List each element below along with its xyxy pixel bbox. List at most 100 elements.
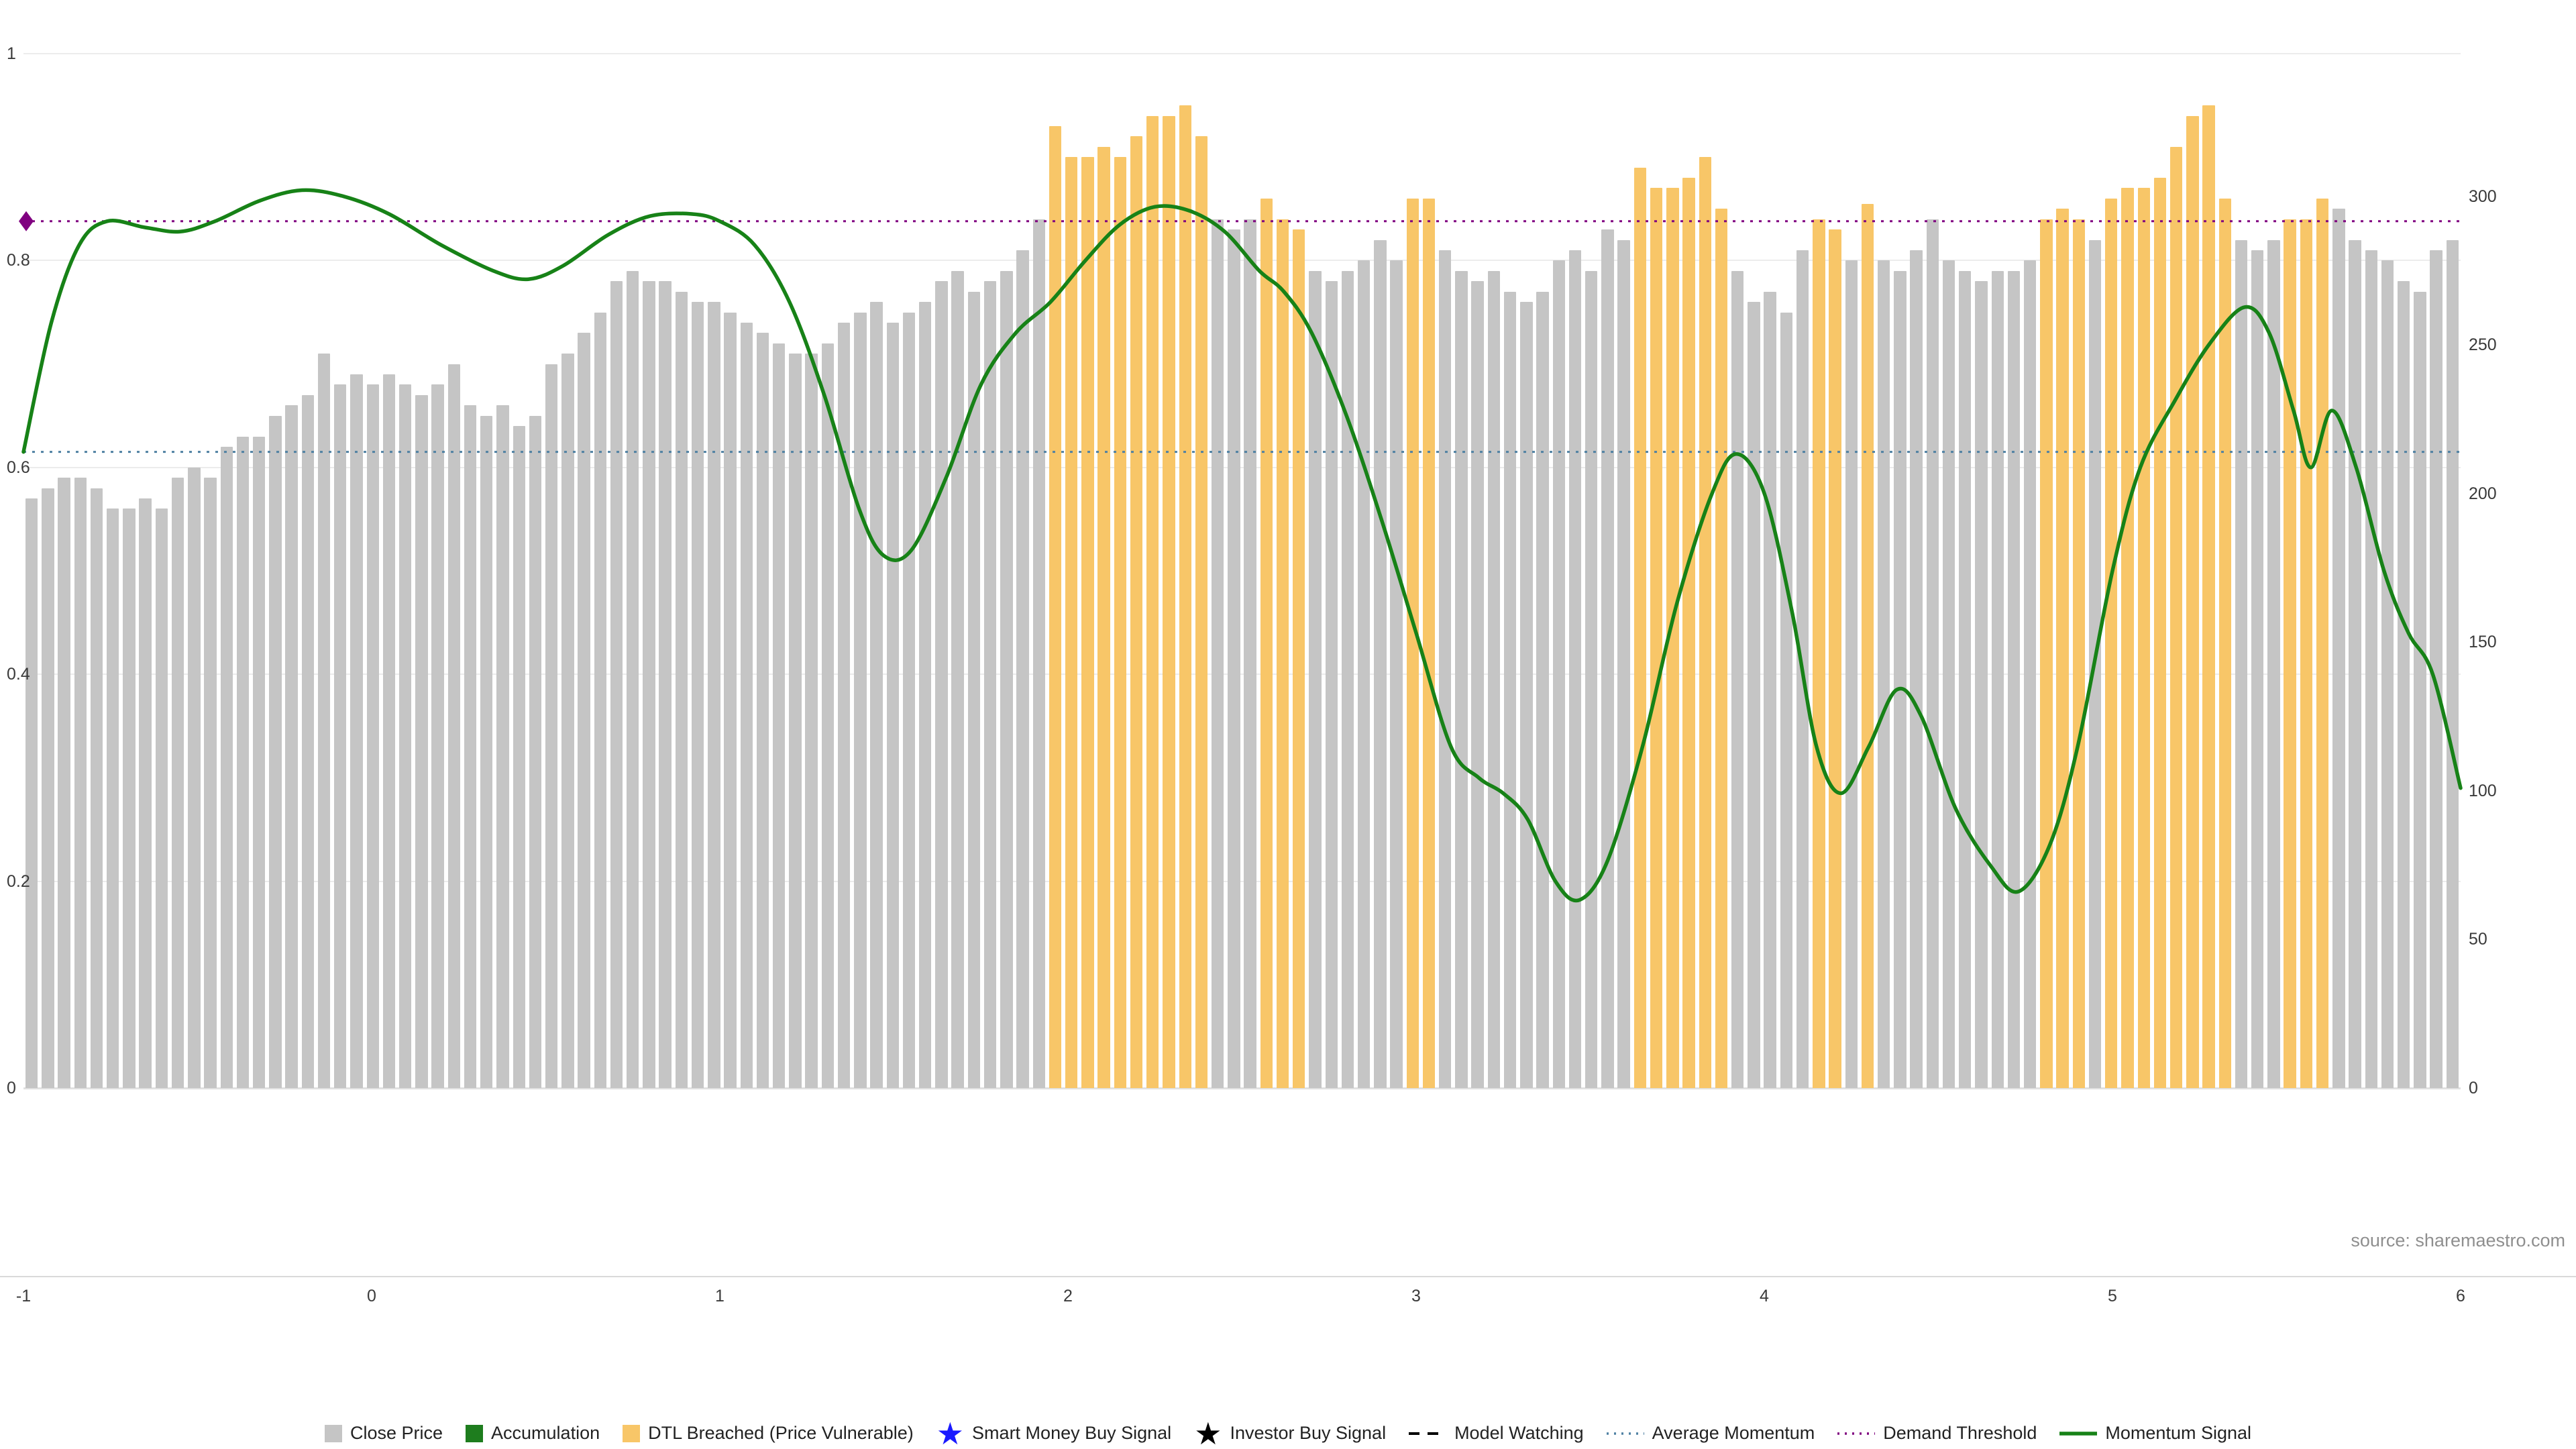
bar-dtl-breached: [1195, 136, 1208, 1088]
bar-close-price: [545, 364, 558, 1088]
x-axis-tick: 2: [1063, 1287, 1073, 1305]
x-axis-tick: 4: [1760, 1287, 1769, 1305]
bar-close-price: [1439, 250, 1452, 1088]
bar-dtl-breached: [1293, 229, 1305, 1088]
legend-item-model-watching[interactable]: Model Watching: [1409, 1423, 1584, 1444]
bar-close-price: [967, 291, 981, 1088]
bar-close-price: [285, 405, 298, 1088]
bar-close-price: [1244, 219, 1256, 1088]
bar-close-price: [756, 333, 769, 1088]
bar-close-price: [204, 478, 217, 1088]
bar-close-price: [1520, 302, 1533, 1088]
bar-dtl-breached: [1633, 167, 1647, 1088]
bar-close-price: [431, 384, 444, 1088]
bar-close-price: [708, 302, 720, 1088]
legend-swatch-dotted-line: [1837, 1432, 1876, 1435]
bar-dtl-breached: [1130, 136, 1143, 1088]
bar-dtl-breached: [1406, 198, 1419, 1088]
x-axis-tick: 6: [2456, 1287, 2465, 1305]
legend: Close Price Accumulation DTL Breached (Pri…: [0, 1415, 2576, 1449]
bar-close-price: [1536, 291, 1549, 1088]
gridline: [23, 880, 2461, 882]
bar-close-price: [643, 281, 655, 1088]
bar-close-price: [398, 384, 412, 1088]
bar-close-price: [659, 281, 672, 1088]
legend-item-close-price[interactable]: Close Price: [324, 1423, 443, 1444]
legend-item-investor-buy-signal[interactable]: ★ Investor Buy Signal: [1194, 1415, 1386, 1449]
bar-dtl-breached: [1081, 157, 1094, 1088]
y-axis-left-tick: 0.8: [7, 251, 30, 270]
legend-swatch-line-line: [2059, 1431, 2098, 1436]
legend-item-average-momentum[interactable]: Average Momentum: [1606, 1423, 1815, 1444]
bar-dtl-breached: [2284, 219, 2296, 1088]
bar-close-price: [480, 415, 493, 1088]
legend-swatch-star-icon: ★: [1194, 1415, 1222, 1449]
bar-close-price: [1471, 281, 1484, 1088]
bar-close-price: [691, 302, 704, 1088]
bar-close-price: [1357, 260, 1371, 1088]
bar-dtl-breached: [2056, 209, 2069, 1088]
gridline: [23, 260, 2461, 262]
bar-close-price: [25, 498, 38, 1088]
legend-label: Momentum Signal: [2105, 1423, 2252, 1443]
bar-dtl-breached: [2153, 178, 2167, 1088]
bar-close-price: [983, 281, 997, 1088]
legend-item-demand-threshold[interactable]: Demand Threshold: [1837, 1423, 2037, 1444]
legend-item-momentum-signal[interactable]: Momentum Signal: [2059, 1423, 2251, 1444]
bar-close-price: [919, 302, 932, 1088]
y-axis-left-tick: 0.4: [7, 665, 30, 684]
bar-close-price: [2430, 250, 2443, 1088]
bar-close-price: [155, 508, 168, 1088]
bar-dtl-breached: [1097, 146, 1110, 1088]
y-axis-left-tick: 1: [7, 44, 16, 63]
legend-swatch-star-icon: ★: [936, 1415, 965, 1449]
bar-close-price: [1568, 250, 1582, 1088]
bar-close-price: [724, 312, 737, 1088]
legend-swatch-square: [466, 1424, 484, 1442]
legend-label: Demand Threshold: [1883, 1423, 2037, 1443]
x-axis-tick: 3: [1411, 1287, 1421, 1305]
bar-dtl-breached: [2218, 198, 2231, 1088]
bar-close-price: [902, 312, 916, 1088]
bar-close-price: [610, 281, 623, 1088]
legend-item-accumulation[interactable]: Accumulation: [466, 1423, 600, 1444]
bar-close-price: [675, 291, 688, 1088]
legend-label: Average Momentum: [1652, 1423, 1815, 1443]
x-axis-tick: 1: [715, 1287, 724, 1305]
bar-close-price: [870, 302, 883, 1088]
bar-dtl-breached: [2040, 219, 2053, 1088]
bar-close-price: [2023, 260, 2037, 1088]
bar-close-price: [1211, 219, 1224, 1088]
demand-threshold-diamond-marker: [19, 211, 34, 231]
bar-close-price: [1975, 281, 1988, 1088]
bar-dtl-breached: [2300, 219, 2313, 1088]
bar-close-price: [529, 415, 542, 1088]
legend-item-dtl-breached-price-vulnerable[interactable]: DTL Breached (Price Vulnerable): [623, 1423, 914, 1444]
bar-dtl-breached: [1163, 115, 1175, 1088]
gridline: [23, 466, 2461, 468]
bar-close-price: [561, 354, 574, 1088]
bar-close-price: [1780, 312, 1793, 1088]
bar-close-price: [1926, 219, 1939, 1088]
bar-close-price: [464, 405, 477, 1088]
legend-item-smart-money-buy-signal[interactable]: ★ Smart Money Buy Signal: [936, 1415, 1171, 1449]
bar-close-price: [1325, 281, 1338, 1088]
bar-close-price: [2365, 250, 2377, 1088]
plot-overlay: [19, 188, 2463, 903]
bar-close-price: [1032, 219, 1045, 1088]
bar-close-price: [252, 436, 266, 1088]
momentum-signal-line: [21, 188, 2463, 903]
bar-dtl-breached: [1276, 219, 1289, 1088]
y-axis-right-tick: 100: [2469, 781, 2497, 800]
bar-close-price: [773, 343, 786, 1088]
bar-close-price: [42, 488, 54, 1088]
bar-dtl-breached: [1114, 157, 1127, 1088]
gridline: [23, 674, 2461, 676]
legend-label: Close Price: [350, 1423, 443, 1443]
bar-close-price: [1845, 260, 1858, 1088]
bar-dtl-breached: [1813, 219, 1825, 1088]
bar-dtl-breached: [1260, 198, 1273, 1088]
legend-label: DTL Breached (Price Vulnerable): [648, 1423, 914, 1443]
bar-close-price: [2251, 250, 2264, 1088]
